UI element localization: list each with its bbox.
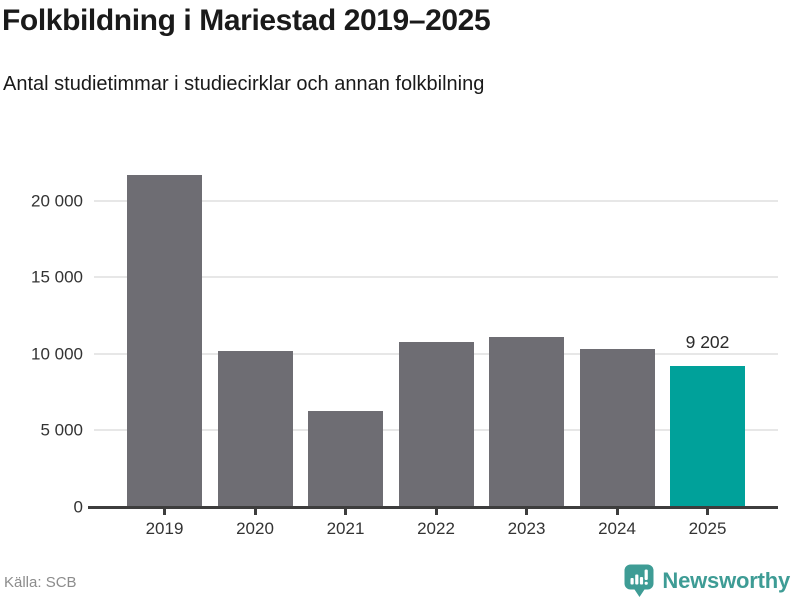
x-tick-label: 2020 xyxy=(236,519,274,538)
newsworthy-logo-icon xyxy=(624,564,654,597)
x-tick-label: 2023 xyxy=(507,519,546,538)
bar-2019 xyxy=(127,174,202,507)
chart-title: Folkbildning i Mariestad 2019–2025 xyxy=(2,4,491,37)
x-tick-label: 2022 xyxy=(417,519,455,538)
y-tick-label: 0 xyxy=(73,497,83,517)
x-tick-label: 2021 xyxy=(326,519,365,538)
x-tick-label: 2019 xyxy=(145,519,184,538)
x-tick xyxy=(706,509,709,515)
newsworthy-logo-text: Newsworthy xyxy=(662,568,790,593)
bar-2023 xyxy=(489,336,564,507)
plot-area: 0 5 000 10 000 15 000 20 000 2019 2020 2021 2022… xyxy=(31,170,778,538)
x-tick xyxy=(525,509,528,515)
x-tick xyxy=(253,509,257,515)
x-tick-label: 2025 xyxy=(688,519,727,538)
y-tick-label: 15 000 xyxy=(31,267,83,287)
x-tick xyxy=(163,509,166,515)
y-tick-label: 5 000 xyxy=(40,420,83,440)
x-tick-label: 2024 xyxy=(598,519,636,538)
x-tick xyxy=(434,509,438,515)
bar-2025 xyxy=(670,366,745,507)
x-tick xyxy=(615,509,619,515)
y-tick-label: 20 000 xyxy=(31,191,83,211)
gridline xyxy=(94,276,778,279)
bar-2022 xyxy=(398,341,474,507)
bar-value-label: 9 202 xyxy=(685,331,730,352)
bar-2021 xyxy=(308,411,383,507)
chart-subtitle: Antal studietimmar i studiecirklar och a… xyxy=(3,73,485,95)
source-label: Källa: SCB xyxy=(4,574,77,591)
bar-2024 xyxy=(579,349,655,507)
x-tick xyxy=(344,509,347,515)
newsworthy-logo: Newsworthy xyxy=(624,564,790,598)
gridline xyxy=(94,199,778,202)
x-axis-line xyxy=(88,506,778,509)
y-tick-label: 10 000 xyxy=(31,344,83,364)
bar-2020 xyxy=(217,350,293,507)
